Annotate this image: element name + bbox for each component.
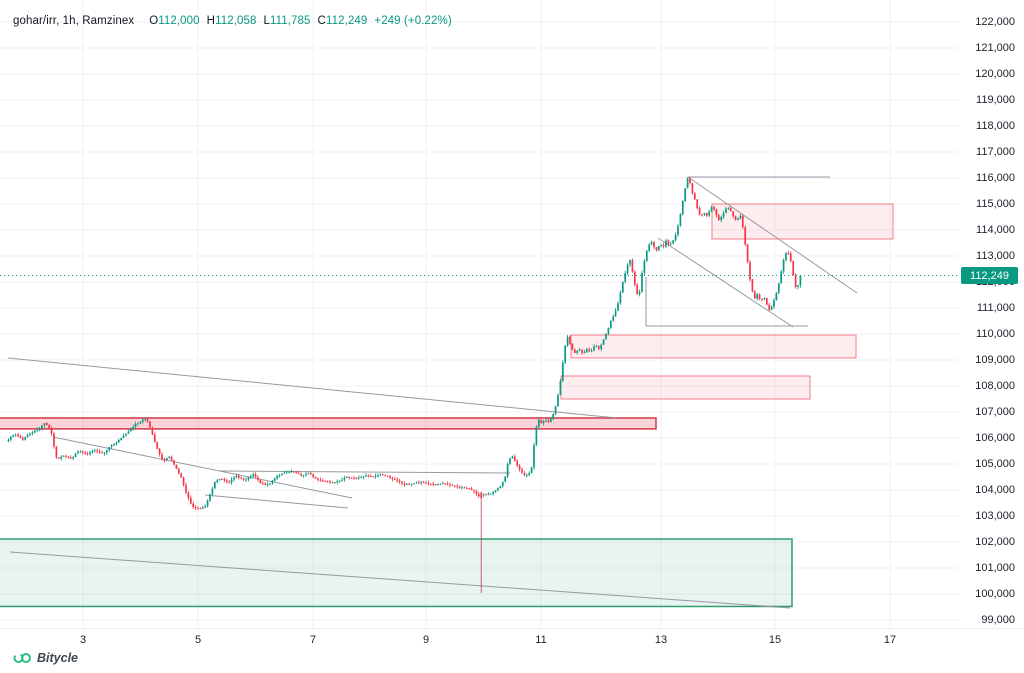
time-axis-label: 5 [194,634,202,646]
bitycle-infinity-icon [13,653,31,663]
price-axis-label: 110,000 [976,328,1015,340]
price-axis-label: 101,000 [975,562,1015,574]
time-axis-label: 3 [79,634,87,646]
price-axis-label: 109,000 [975,354,1015,366]
symbol-legend[interactable]: gohar/irr, 1h, Ramzinex O112,000 H112,058 L… [13,15,452,27]
price-axis-label: 119,000 [976,94,1015,106]
price-axis[interactable]: 122,000 121,000 120,000 119,000 118,000 117,0… [958,0,1024,628]
price-axis-label: 102,000 [975,536,1015,548]
price-axis-label: 117,000 [976,146,1015,158]
time-axis-label: 15 [768,634,782,646]
time-axis-label: 17 [883,634,897,646]
open-label: O [149,15,159,27]
change-value: +249 (+0.22%) [374,15,452,27]
price-axis-label: 108,000 [975,380,1015,392]
price-axis-label: 111,000 [976,302,1015,314]
price-axis-label: 100,000 [975,588,1015,600]
high-value: 112,058 [215,15,257,27]
bitycle-logo-text: Bitycle [37,651,78,665]
price-axis-label: 103,000 [975,510,1015,522]
candlestick-chart[interactable] [0,0,1024,628]
price-axis-label: 121,000 [975,42,1015,54]
bitycle-logo: Bitycle [13,651,78,665]
time-axis[interactable]: 3 5 7 9 11 13 15 17 [0,628,1024,651]
price-axis-label: 99,000 [981,614,1015,626]
close-label: C [317,15,326,27]
open-value: 112,000 [158,15,200,27]
price-axis-label: 115,000 [976,198,1015,210]
price-axis-label: 120,000 [975,68,1015,80]
current-price-badge: 112,249 [961,267,1018,285]
time-axis-label: 9 [422,634,430,646]
close-value: 112,249 [325,15,368,27]
time-axis-label: 13 [654,634,668,646]
price-axis-label: 107,000 [975,406,1015,418]
price-axis-label: 114,000 [976,224,1015,236]
price-axis-label: 118,000 [976,120,1015,132]
time-axis-label: 11 [535,634,547,646]
price-axis-label: 105,000 [975,458,1015,470]
price-axis-label: 104,000 [975,484,1015,496]
symbol-title: gohar/irr, 1h, Ramzinex [13,15,135,27]
price-axis-label: 106,000 [975,432,1015,444]
price-axis-label: 122,000 [975,16,1015,28]
price-axis-label: 116,000 [976,172,1015,184]
high-label: H [206,15,216,27]
price-axis-label: 113,000 [976,250,1015,262]
time-axis-label: 7 [309,634,317,646]
low-label: L [263,15,270,27]
low-value: 111,785 [269,15,311,27]
